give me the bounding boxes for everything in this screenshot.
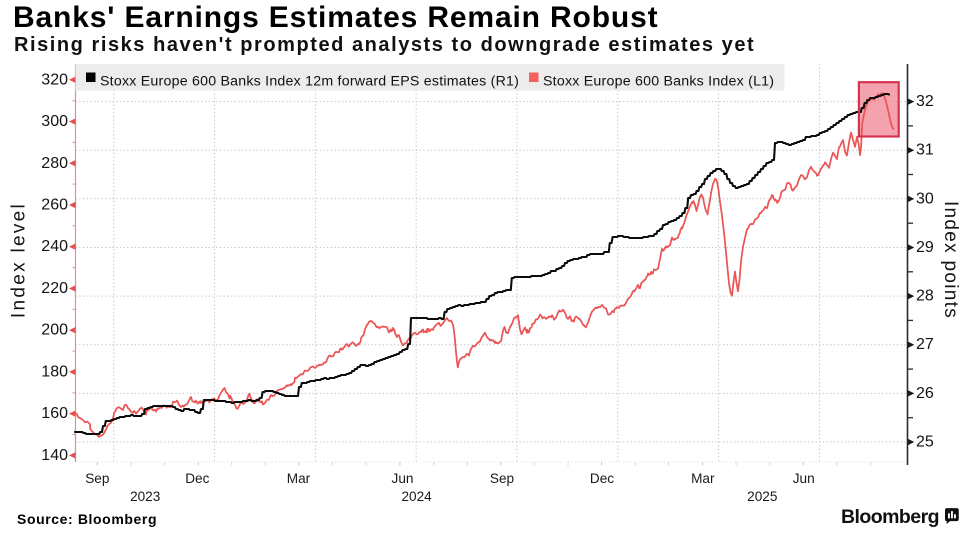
svg-text:2025: 2025 xyxy=(747,489,777,504)
svg-text:180: 180 xyxy=(41,363,68,380)
svg-text:28: 28 xyxy=(916,288,934,305)
svg-text:26: 26 xyxy=(916,385,934,402)
svg-text:Sep: Sep xyxy=(490,471,514,486)
svg-text:29: 29 xyxy=(916,239,934,256)
svg-text:320: 320 xyxy=(41,71,68,88)
svg-text:300: 300 xyxy=(41,113,68,130)
svg-text:Jun: Jun xyxy=(793,471,815,486)
svg-text:140: 140 xyxy=(41,447,68,464)
svg-text:200: 200 xyxy=(41,322,68,339)
svg-text:Jun: Jun xyxy=(392,471,414,486)
svg-text:Stoxx Europe 600 Banks Index 1: Stoxx Europe 600 Banks Index 12m forward… xyxy=(100,73,519,89)
svg-text:Index points: Index points xyxy=(940,201,961,319)
svg-text:31: 31 xyxy=(916,142,934,159)
svg-text:Mar: Mar xyxy=(691,471,715,486)
svg-text:160: 160 xyxy=(41,405,68,422)
svg-text:Dec: Dec xyxy=(590,471,614,486)
svg-text:2023: 2023 xyxy=(130,489,160,504)
svg-text:27: 27 xyxy=(916,336,934,353)
svg-text:Dec: Dec xyxy=(185,471,209,486)
svg-text:2024: 2024 xyxy=(401,489,432,504)
svg-text:Mar: Mar xyxy=(287,471,311,486)
svg-text:280: 280 xyxy=(41,155,68,172)
svg-text:25: 25 xyxy=(916,434,934,451)
svg-text:240: 240 xyxy=(41,238,68,255)
svg-text:Stoxx Europe 600 Banks Index (: Stoxx Europe 600 Banks Index (L1) xyxy=(543,73,774,89)
svg-text:Index level: Index level xyxy=(9,202,30,318)
svg-text:32: 32 xyxy=(916,93,934,110)
svg-text:30: 30 xyxy=(916,190,934,207)
svg-text:220: 220 xyxy=(41,280,68,297)
svg-text:Sep: Sep xyxy=(85,471,109,486)
svg-text:260: 260 xyxy=(41,197,68,214)
